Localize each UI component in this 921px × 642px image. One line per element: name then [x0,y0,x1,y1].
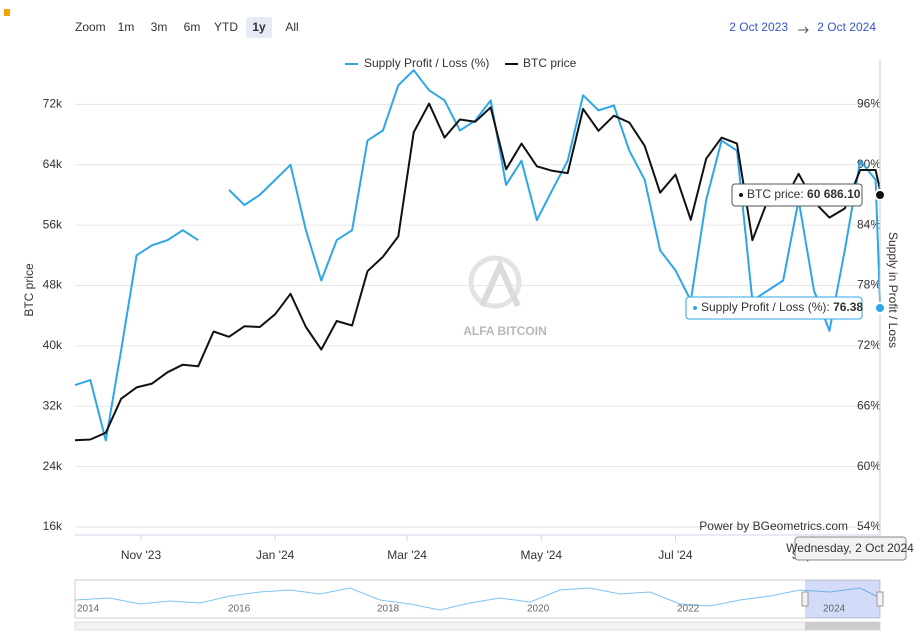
navigator-handle[interactable] [876,591,884,607]
tooltip-box [731,183,863,207]
x-tick-label: Jul '24 [658,548,693,562]
watermark: ALFA BITCOIN [463,255,547,338]
zoom-button[interactable]: 3m [151,20,168,34]
tooltip-dot [693,306,697,310]
y-tick-label: 16k [43,519,63,533]
y2-axis-title: Supply in Profit / Loss [886,232,900,348]
tooltip-label: BTC price: [747,187,804,201]
credit[interactable]: Power by BGeometrics.com [699,519,848,533]
y2-tick-label: 60% [857,459,881,473]
tooltip-text: BTC price: 60 686.10 [747,187,861,201]
series-line [74,69,881,442]
tooltip-btc: BTC price: 60 686.10 [731,183,863,207]
tooltip-supply: Supply Profit / Loss (%): 76.38 [685,296,863,320]
tooltip-dot [739,193,743,197]
y2-tick-label: 84% [857,217,881,231]
y2-tick-label: 96% [857,97,881,111]
y-tick-label: 40k [43,338,63,352]
tooltip-date-text: Wednesday, 2 Oct 2024 [786,541,914,555]
y-tick-label: 72k [43,97,63,111]
navigator-frame [74,579,881,619]
zoom-button[interactable]: 6m [184,20,201,34]
navigator-label: 2016 [228,604,251,615]
range-start[interactable]: 2 Oct 2023 [729,20,788,34]
y-tick-label: 64k [43,157,63,171]
y2-tick-label: 78% [857,278,881,292]
navigator-line [74,587,881,611]
y2-tick-label: 72% [857,338,881,352]
tooltip-box [685,296,863,320]
y-axis-title: BTC price [22,263,36,317]
scrollbar-track[interactable] [74,621,881,631]
x-tick-label: Nov '23 [121,548,162,562]
logo-square [4,9,10,16]
tooltip-text: Supply Profit / Loss (%): 76.38 [701,300,863,314]
navigator-label: 2020 [527,604,550,615]
zoom-button[interactable]: 1m [118,20,135,34]
navigator-label: 2018 [377,604,400,615]
navigator-label: 2014 [77,604,100,615]
x-tick-label: Jan '24 [256,548,295,562]
range-arrow [798,26,809,34]
hover-point [874,302,886,314]
y2-tick-label: 54% [857,519,881,533]
y-tick-label: 32k [43,398,63,412]
navigator-label: 2022 [677,604,700,615]
navigator-selection[interactable] [805,580,880,618]
watermark-text: ALFA BITCOIN [463,324,547,338]
tooltip-label: Supply Profit / Loss (%): [701,300,830,314]
tooltip-date: Wednesday, 2 Oct 2024 [786,536,914,561]
x-tick-label: May '24 [520,548,562,562]
zoom-button[interactable]: All [285,20,298,34]
hover-point [874,189,886,201]
zoom-selected-bg [246,17,272,38]
series-line [74,102,881,442]
y-tick-label: 56k [43,217,63,231]
tooltip-value: 76.38 [833,300,863,314]
y-tick-label: 24k [43,459,63,473]
tooltip-date-box [794,536,907,561]
navigator[interactable]: 2014 2016 2018 2020 2022 2024 [74,579,884,631]
zoom-button[interactable]: YTD [214,20,238,34]
navigator-handle[interactable] [801,591,809,607]
y2-tick-label: 90% [857,157,881,171]
y-tick-label: 48k [43,278,63,292]
zoom-button[interactable]: 1y [252,20,266,34]
range-end[interactable]: 2 Oct 2024 [817,20,876,34]
y2-tick-label: 66% [857,398,881,412]
scrollbar-thumb[interactable] [805,622,880,630]
legend-entry[interactable]: Supply Profit / Loss (%) [364,56,489,70]
navigator-label: 2024 [823,604,846,615]
x-tick-label: Mar '24 [387,548,427,562]
legend-entry[interactable]: BTC price [523,56,577,70]
zoom-label: Zoom [75,20,106,34]
tooltip-value: 60 686.10 [807,187,861,201]
